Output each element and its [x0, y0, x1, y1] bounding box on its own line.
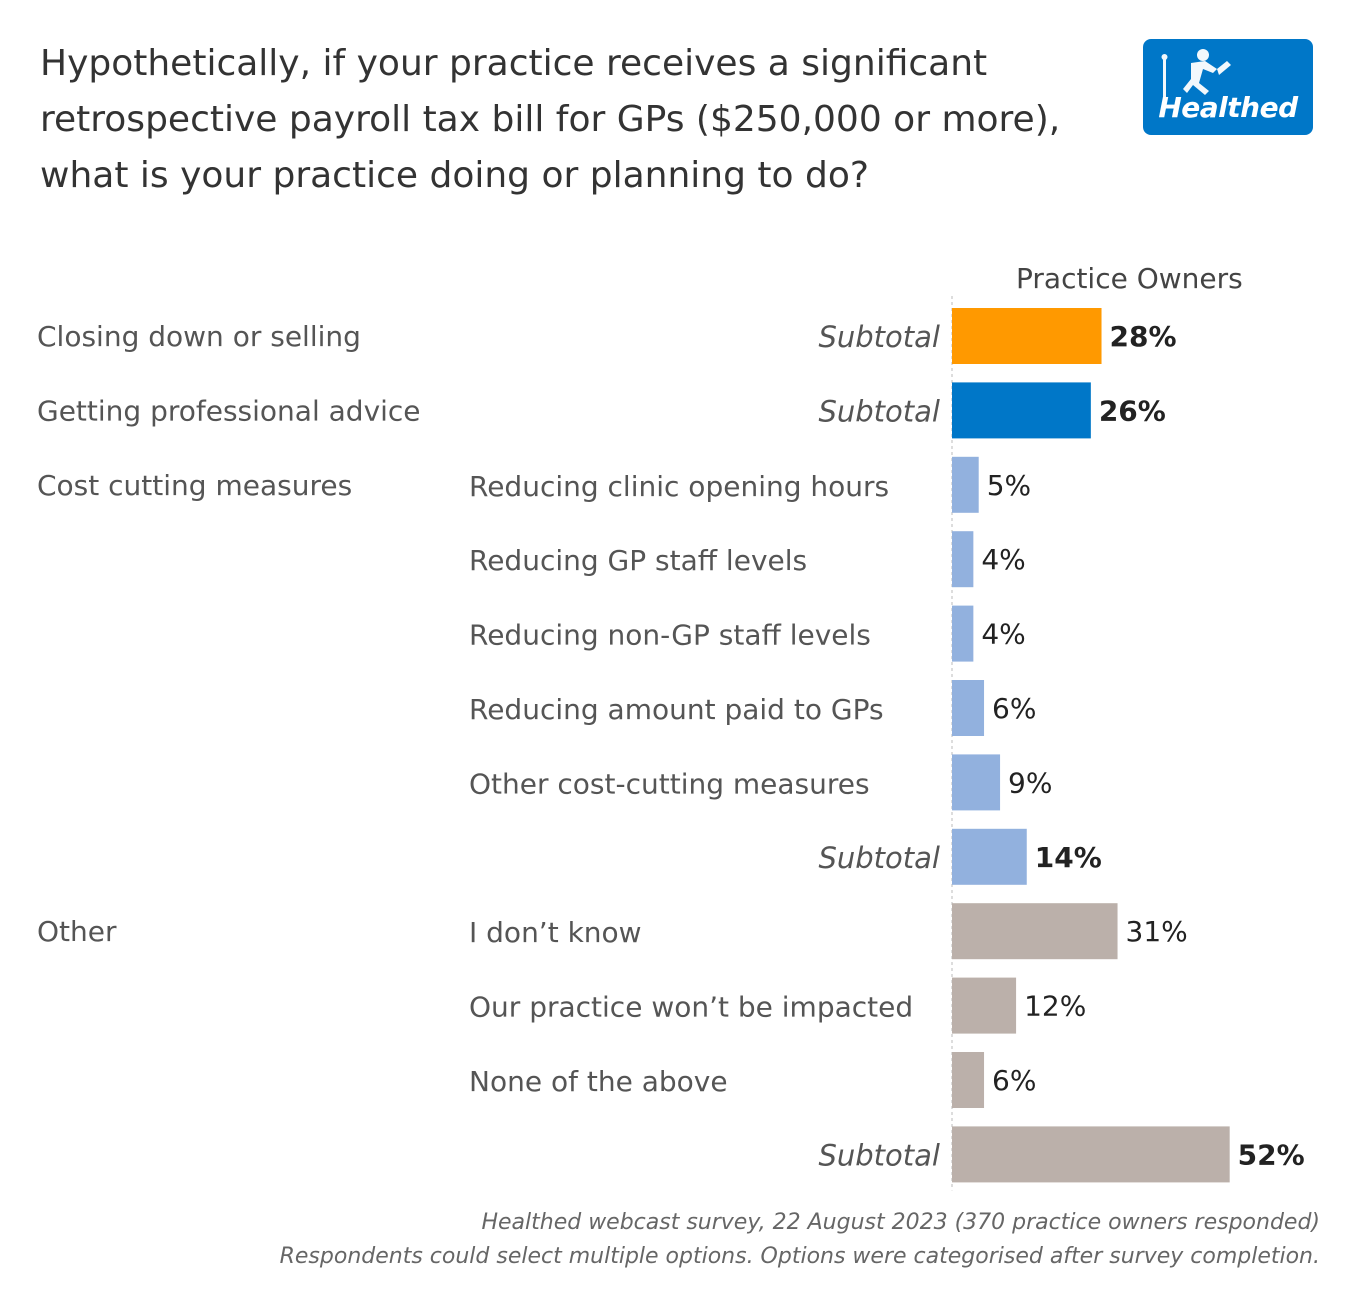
- subtotal-label: Subtotal: [818, 320, 940, 354]
- healthed-logo: Healthed: [1143, 39, 1313, 135]
- source-note: Healthed webcast survey, 22 August 2023 …: [481, 1210, 1320, 1235]
- value-label: 6%: [992, 1064, 1036, 1097]
- value-label: 4%: [981, 618, 1025, 651]
- value-label: 5%: [987, 469, 1031, 502]
- value-label: 9%: [1008, 766, 1052, 799]
- method-note: Respondents could select multiple option…: [279, 1244, 1320, 1269]
- category-label: Our practice won’t be impacted: [469, 991, 913, 1024]
- category-label: None of the above: [469, 1065, 728, 1098]
- value-label: 12%: [1024, 990, 1086, 1023]
- bar: [952, 1126, 1230, 1183]
- group-label: Other: [37, 915, 117, 948]
- value-label: 28%: [1110, 320, 1177, 353]
- value-label: 26%: [1099, 394, 1166, 427]
- bar: [952, 382, 1091, 439]
- category-label: Reducing non-GP staff levels: [469, 619, 871, 652]
- value-label: 52%: [1238, 1138, 1305, 1171]
- bar: [952, 828, 1027, 885]
- subtotal-label: Subtotal: [818, 1138, 940, 1172]
- group-label: Closing down or selling: [37, 320, 361, 353]
- bar: [952, 680, 985, 736]
- logo-wordmark: Healthed: [1158, 91, 1298, 124]
- bar: [952, 531, 974, 588]
- bar: [952, 308, 1102, 364]
- value-label: 6%: [992, 692, 1036, 725]
- category-label: Other cost-cutting measures: [469, 767, 870, 800]
- bar: [952, 903, 1118, 960]
- category-label: Reducing amount paid to GPs: [469, 693, 884, 726]
- category-label: Reducing clinic opening hours: [469, 470, 889, 503]
- category-label: Reducing GP staff levels: [469, 544, 807, 577]
- value-label: 4%: [981, 543, 1025, 576]
- group-label: Getting professional advice: [37, 394, 421, 427]
- chart-title: Hypothetically, if your practice receive…: [40, 43, 1061, 196]
- column-header: Practice Owners: [1016, 262, 1243, 295]
- runner-figure-icon: [1161, 49, 1231, 99]
- bar: [952, 605, 974, 662]
- bar: [952, 754, 1001, 811]
- value-label: 14%: [1035, 841, 1102, 874]
- bar: [952, 1052, 985, 1108]
- group-label: Cost cutting measures: [37, 469, 352, 502]
- subtotal-label: Subtotal: [818, 841, 940, 875]
- subtotal-label: Subtotal: [818, 394, 940, 428]
- bar: [952, 456, 979, 513]
- category-label: I don’t know: [469, 916, 642, 949]
- value-label: 31%: [1126, 915, 1188, 948]
- bar: [952, 977, 1017, 1034]
